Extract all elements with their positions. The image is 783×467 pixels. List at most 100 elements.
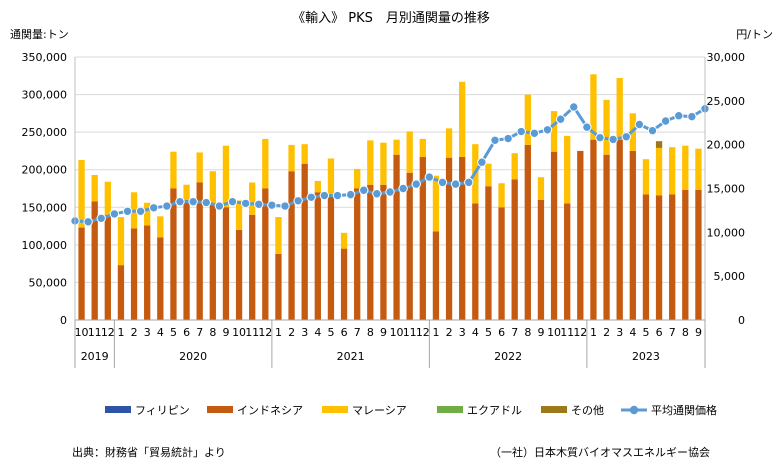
price-point bbox=[372, 189, 382, 199]
price-point bbox=[96, 213, 106, 224]
x-tick-month: 11 bbox=[403, 326, 417, 339]
price-point bbox=[437, 177, 448, 188]
price-point bbox=[660, 116, 671, 126]
bar-segment bbox=[616, 139, 623, 320]
y-tick-left: 300,000 bbox=[22, 89, 68, 102]
bar-segment bbox=[432, 231, 440, 320]
price-point bbox=[254, 199, 264, 209]
x-tick-month: 9 bbox=[222, 326, 229, 339]
legend-swatch bbox=[207, 406, 233, 413]
bar-segment bbox=[209, 171, 216, 203]
y-tick-left: 200,000 bbox=[22, 164, 68, 177]
x-tick-month: 7 bbox=[511, 326, 518, 339]
price-point bbox=[227, 196, 238, 207]
price-point bbox=[398, 183, 408, 194]
bar-segment bbox=[682, 145, 689, 191]
price-point bbox=[569, 102, 579, 112]
x-tick-month: 5 bbox=[642, 326, 649, 339]
bar-segment bbox=[537, 199, 545, 320]
axes: 0 50,000 100,000 150,000 200,000 250,000 300,0… bbox=[22, 51, 746, 368]
price-point bbox=[267, 200, 277, 210]
price-point bbox=[529, 128, 540, 138]
bar-segment bbox=[340, 232, 348, 249]
bar-segment bbox=[157, 216, 164, 238]
price-point bbox=[83, 217, 93, 227]
price-point bbox=[359, 185, 369, 195]
bar-segment bbox=[393, 154, 400, 320]
bar-segment bbox=[642, 159, 650, 195]
bar-segment bbox=[91, 201, 98, 320]
grid bbox=[75, 56, 705, 321]
x-tick-month: 6 bbox=[341, 326, 348, 339]
price-point bbox=[332, 190, 343, 201]
price-point bbox=[595, 132, 605, 143]
x-tick-month: 11 bbox=[560, 326, 574, 339]
legend-label: マレーシア bbox=[352, 404, 407, 417]
bar-segment bbox=[564, 203, 571, 320]
bar-segment bbox=[655, 147, 663, 196]
y-tick-left: 50,000 bbox=[29, 276, 68, 289]
bar-segment bbox=[117, 217, 125, 266]
bar-segment bbox=[590, 74, 597, 140]
price-point bbox=[450, 179, 461, 189]
x-tick-month: 9 bbox=[537, 326, 544, 339]
bar-segment bbox=[301, 144, 308, 164]
x-tick-month: 9 bbox=[695, 326, 702, 339]
price-point bbox=[516, 126, 526, 137]
price-point bbox=[109, 209, 120, 219]
legend-label: エクアドル bbox=[467, 404, 522, 417]
bar-segment bbox=[511, 179, 518, 320]
bar-segment bbox=[196, 182, 203, 320]
bar-segment bbox=[78, 227, 85, 320]
x-tick-month: 3 bbox=[616, 326, 623, 339]
bar-segment bbox=[524, 94, 531, 145]
bar-segment bbox=[406, 131, 413, 173]
bar-segment bbox=[78, 159, 85, 228]
bar-segment bbox=[275, 253, 282, 320]
bar-segment bbox=[170, 151, 177, 189]
legend-label: 平均通関価格 bbox=[651, 403, 717, 417]
x-tick-year: 2020 bbox=[179, 350, 207, 363]
bar-segment bbox=[603, 99, 610, 155]
x-tick-month: 1 bbox=[432, 326, 439, 339]
bar-segment bbox=[262, 138, 269, 189]
bar-segment bbox=[222, 145, 230, 208]
price-point bbox=[608, 134, 618, 145]
x-tick-month: 11 bbox=[88, 326, 102, 339]
legend-label: フィリピン bbox=[135, 404, 190, 417]
x-tick-month: 6 bbox=[183, 326, 190, 339]
bar-segment bbox=[183, 199, 190, 320]
y-tick-left: 150,000 bbox=[22, 201, 68, 214]
legend-swatch bbox=[105, 406, 131, 413]
x-tick-year: 2019 bbox=[81, 350, 109, 363]
bar-segment bbox=[380, 142, 387, 185]
y-axis-left-label: 通関量:トン bbox=[10, 28, 69, 41]
bar-segment bbox=[629, 150, 636, 320]
bar-segment bbox=[144, 225, 151, 320]
bar-segment bbox=[459, 156, 466, 320]
legend-swatch bbox=[541, 406, 567, 413]
x-tick-month: 7 bbox=[196, 326, 203, 339]
y-tick-left: 0 bbox=[60, 314, 67, 327]
x-tick-month: 3 bbox=[301, 326, 308, 339]
bar-segment bbox=[419, 156, 426, 320]
x-tick-month: 10 bbox=[547, 326, 561, 339]
bar-segment bbox=[222, 207, 230, 320]
price-point bbox=[674, 111, 684, 121]
x-tick-month: 8 bbox=[367, 326, 374, 339]
bar-segment bbox=[498, 183, 505, 208]
price-line bbox=[70, 102, 710, 227]
bar-segment bbox=[682, 190, 689, 320]
bar-segment bbox=[406, 172, 413, 320]
x-tick-month: 7 bbox=[669, 326, 676, 339]
bar-segment bbox=[380, 184, 387, 320]
chart-title: 《輸入》 PKS 月別通関量の推移 bbox=[292, 11, 490, 26]
bar-segment bbox=[367, 184, 374, 320]
y-tick-right: 10,000 bbox=[707, 226, 746, 239]
x-tick-month: 4 bbox=[314, 326, 321, 339]
bar-segment bbox=[327, 158, 335, 197]
bar-segment bbox=[117, 265, 125, 320]
x-tick-month: 3 bbox=[144, 326, 151, 339]
bar-segment bbox=[498, 207, 505, 320]
price-point bbox=[162, 201, 172, 211]
